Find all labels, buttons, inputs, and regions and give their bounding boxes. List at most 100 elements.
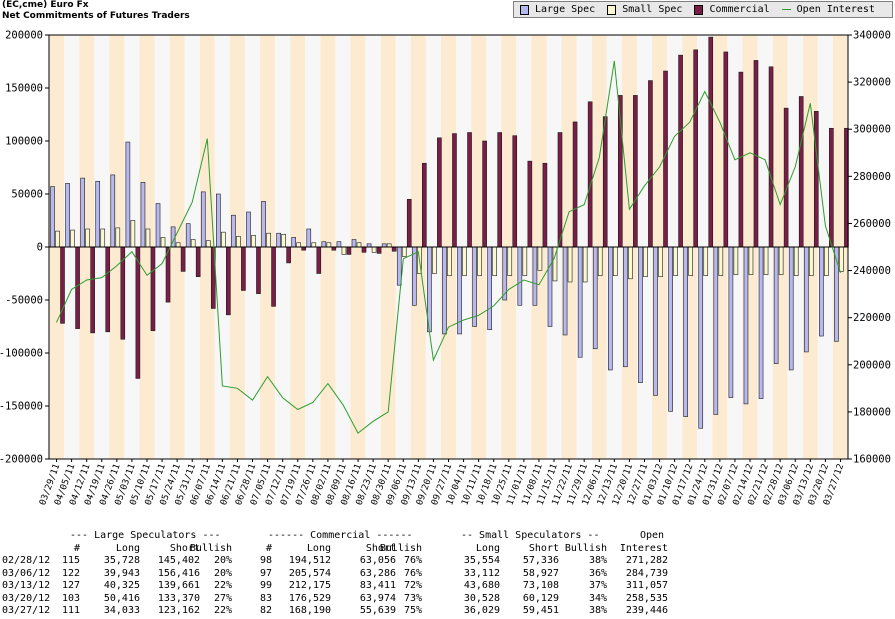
table-cell: 33,112 [463, 567, 500, 579]
table-cell: 50,416 [103, 592, 140, 604]
table-cell: 36,029 [463, 605, 500, 616]
large-spec-bar [200, 191, 206, 248]
column-header: Short [528, 542, 559, 554]
table-cell: 63,286 [359, 567, 396, 579]
chart-subtitle: Net Commitments of Futures Traders [2, 11, 190, 21]
table-cell: 30,528 [463, 592, 500, 604]
legend-label-small-spec: Small Spec [622, 4, 683, 15]
table-cell: 156,416 [157, 567, 201, 579]
table-cell: 38% [588, 605, 607, 616]
commercial-bar [226, 246, 231, 316]
commercial-bar [437, 137, 442, 248]
large-spec-bar [50, 186, 55, 248]
small-spec-bar [507, 246, 513, 276]
commercial-bar [135, 246, 141, 379]
large-spec-bar [261, 201, 266, 248]
large-spec-bar [216, 193, 221, 248]
small-spec-bar [582, 246, 588, 283]
column-header: Long [306, 542, 331, 554]
small-spec-bar [296, 242, 302, 248]
table-cell: 212,175 [288, 580, 332, 591]
column-header: # [265, 542, 272, 554]
commercial-bar [708, 36, 714, 248]
small-spec-bar [356, 242, 362, 248]
table-cell: 63,056 [359, 555, 396, 566]
commercial-bar [180, 246, 186, 272]
left-axis-tick-label: -150000 [0, 401, 43, 413]
small-spec-bar [824, 246, 829, 276]
group-header-open: Open [640, 530, 665, 541]
left-axis-tick-label: 100000 [5, 136, 43, 148]
left-axis-tick-label: 150000 [5, 83, 43, 95]
small-spec-bar [462, 246, 467, 276]
row-date: 03/06/12 [2, 567, 51, 579]
large-spec-bar [728, 246, 734, 398]
commercial-bar [829, 127, 834, 248]
small-spec-bar [793, 246, 799, 276]
row-date: 03/20/12 [2, 592, 51, 604]
commercial-bar [542, 162, 548, 248]
table-cell: 133,370 [157, 592, 201, 604]
right-axis-tick-label: 320000 [853, 77, 891, 89]
small-spec-bar [432, 246, 437, 274]
small-spec-bar [778, 246, 784, 275]
large-spec-bar [396, 246, 402, 286]
large-spec-bar [110, 174, 116, 248]
legend-item-small-spec: Small Spec [607, 4, 682, 15]
table-cell: 76% [403, 555, 422, 566]
large-spec-bar [412, 246, 417, 306]
table-cell: 111 [61, 605, 80, 616]
table-cell: 271,282 [625, 555, 669, 566]
table-cell: 239,446 [625, 605, 669, 616]
small-spec-bar [326, 242, 332, 248]
commercial-bar [527, 160, 533, 248]
large-spec-bar [713, 246, 719, 415]
small-spec-bar [236, 236, 241, 248]
commercial-bar [467, 132, 472, 248]
small-spec-bar [401, 246, 407, 257]
commercial-bar [648, 80, 653, 248]
commercial-bar [587, 101, 593, 248]
large-spec-bar [306, 228, 312, 248]
commercial-bar [286, 246, 291, 264]
small-spec-bar [115, 227, 121, 248]
large-spec-bar [577, 246, 583, 358]
large-spec-bar [562, 246, 568, 336]
large-spec-bar [276, 232, 281, 248]
large-spec-bar [472, 246, 477, 327]
legend-item-open-interest: Open Interest [781, 4, 875, 15]
small-spec-bar [251, 235, 256, 248]
legend-label-open-interest: Open Interest [796, 4, 875, 15]
commercial-bar [723, 51, 729, 248]
small-spec-bar [643, 246, 648, 277]
legend-item-commercial: Commercial [694, 4, 770, 15]
large-spec-bar [607, 246, 613, 371]
commercial-bar [572, 121, 578, 248]
column-header: # [73, 542, 80, 554]
table-cell: 39,943 [103, 567, 140, 579]
left-axis-tick-label: 50000 [11, 189, 43, 201]
commercial-bar [105, 246, 111, 333]
table-row: 03/06/12 122 39,943 156,416 20% 97 205,574 63,2… [2, 568, 668, 581]
table-cell: 194,512 [288, 555, 332, 566]
open-interest-line [56, 60, 841, 434]
small-spec-bar [85, 228, 90, 248]
small-spec-bar [658, 246, 663, 277]
table-cell: 37% [588, 580, 607, 591]
table-cell: 38% [588, 555, 607, 566]
small-spec-bar [522, 246, 528, 276]
commercial-bar [663, 70, 668, 248]
row-date: 02/28/12 [2, 555, 51, 566]
table-cell: 205,574 [288, 567, 332, 579]
large-spec-bar [758, 246, 764, 399]
commitments-table: --- Large Speculators --- ------ Commerc… [2, 530, 668, 618]
commercial-bar [753, 60, 759, 248]
row-date: 03/13/12 [2, 580, 51, 591]
table-cell: 34% [588, 592, 607, 604]
table-cell: 98 [259, 555, 272, 566]
large-spec-bar [743, 246, 749, 405]
large-spec-bar [125, 141, 131, 248]
table-cell: 97 [259, 567, 272, 579]
left-axis-tick-label: 0 [37, 242, 43, 254]
column-header: Bullish [564, 542, 608, 554]
